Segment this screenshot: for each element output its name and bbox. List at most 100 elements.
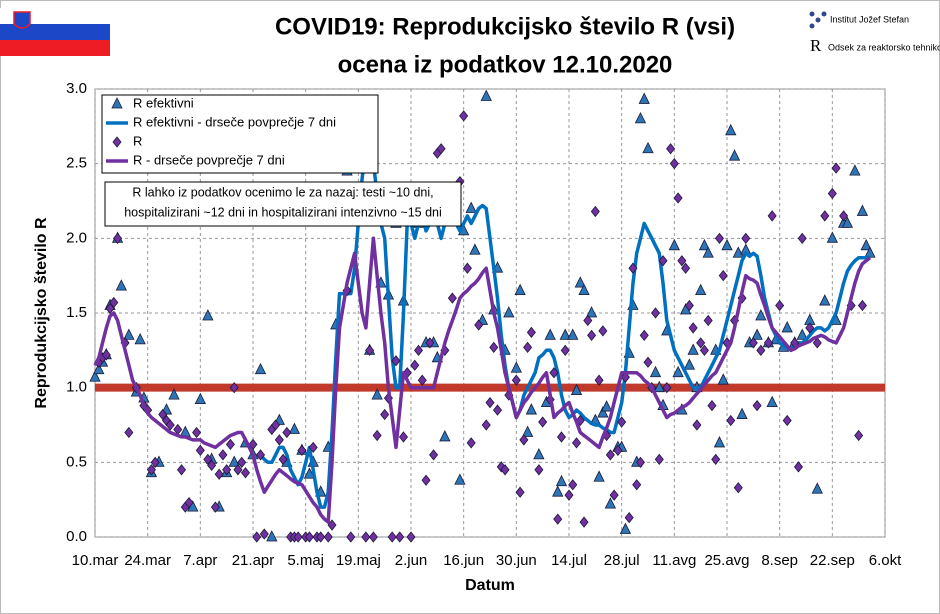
x-tick-label: 2.jun <box>395 552 428 569</box>
logo-text: Institut Jožef Stefan <box>830 14 909 24</box>
diamond-marker <box>278 453 288 465</box>
triangle-marker <box>533 447 545 460</box>
diamond-marker <box>839 210 849 222</box>
triangle-marker <box>570 383 583 396</box>
diamond-marker <box>733 482 743 494</box>
triangle-marker <box>619 522 632 534</box>
diamond-marker <box>105 302 115 315</box>
triangle-marker <box>89 370 101 382</box>
diamond-marker <box>462 262 472 274</box>
diamond-marker <box>146 464 156 476</box>
diamond-marker <box>805 322 815 334</box>
diamond-marker <box>256 449 266 461</box>
y-tick-label: 0.5 <box>66 453 87 470</box>
flag-red <box>0 40 110 56</box>
x-tick-label: 7.apr <box>183 552 217 569</box>
diamond-marker <box>666 143 676 155</box>
diamond-marker <box>688 322 698 334</box>
diamond-marker <box>304 531 314 543</box>
diamond-marker <box>414 344 424 356</box>
diamond-marker <box>587 329 597 342</box>
triangle-marker <box>93 362 105 375</box>
diamond-marker <box>271 419 281 431</box>
x-tick-label: 6.okt <box>869 552 902 569</box>
diamond-marker <box>380 408 390 421</box>
x-tick-label: 30.jun <box>496 552 537 569</box>
diamond-marker <box>297 444 307 457</box>
triangle-marker <box>525 403 538 415</box>
diamond-marker <box>203 453 213 465</box>
diamond-marker <box>707 399 717 412</box>
series-line <box>93 236 872 524</box>
diamond-marker <box>410 359 420 371</box>
diamond-marker <box>553 513 563 525</box>
triangle-marker <box>266 530 278 542</box>
diamond-marker <box>425 337 435 349</box>
diamond-marker <box>651 307 661 319</box>
triangle-marker <box>672 365 684 378</box>
diamond-marker <box>534 464 544 476</box>
x-tick-label: 19.maj <box>336 552 381 569</box>
diamond-marker <box>628 262 638 274</box>
chart-subtitle: ocena iz podatkov 12.10.2020 <box>338 51 673 78</box>
triangle-marker <box>683 358 696 370</box>
y-tick-label: 0.0 <box>66 528 87 545</box>
diamond-marker <box>406 531 416 543</box>
triangle-marker <box>604 497 617 509</box>
triangle-marker <box>593 470 605 482</box>
triangle-marker <box>288 422 301 434</box>
diamond-marker <box>229 382 239 394</box>
diamond-marker <box>677 255 687 267</box>
x-tick-label: 28.jul <box>604 552 640 569</box>
triangle-marker <box>819 294 831 306</box>
triangle-marker <box>634 111 647 124</box>
triangle-marker <box>695 283 707 295</box>
diamond-marker <box>124 426 134 439</box>
triangle-marker <box>521 425 534 437</box>
diamond-marker <box>526 326 536 339</box>
diamond-marker <box>609 489 619 501</box>
triangle-marker <box>168 388 180 400</box>
triangle-marker <box>228 455 240 467</box>
diamond-marker <box>192 426 202 439</box>
x-tick-label: 14.jul <box>551 552 587 569</box>
legend-label: R - drseče povprečje 7 dni <box>133 152 285 167</box>
triangle-marker <box>642 141 654 154</box>
diamond-marker <box>372 429 382 442</box>
diamond-marker <box>459 110 469 122</box>
diamond-marker <box>594 374 604 386</box>
diamond-marker <box>756 344 766 356</box>
diamond-marker <box>556 431 566 443</box>
x-tick-label: 22.sep <box>810 552 855 569</box>
diamond-marker <box>485 396 495 409</box>
triangle-marker <box>713 436 726 448</box>
diamond-marker <box>752 399 762 412</box>
diamond-marker <box>632 479 642 491</box>
diamond-marker <box>598 325 608 337</box>
x-tick-label: 10.mar <box>72 552 119 569</box>
logo-dot <box>809 11 815 17</box>
diamond-marker <box>669 158 679 170</box>
triangle-marker <box>721 238 733 251</box>
diamond-marker <box>417 374 427 386</box>
triangle-marker <box>687 343 699 355</box>
diamond-marker <box>617 416 627 428</box>
diamond-marker <box>624 511 634 524</box>
diamond-marker <box>282 426 292 439</box>
diamond-marker <box>568 479 578 491</box>
diamond-marker <box>699 344 709 356</box>
triangle-marker <box>439 430 451 442</box>
diamond-marker <box>222 464 232 476</box>
diamond-marker <box>590 205 600 218</box>
triangle-marker <box>578 283 590 295</box>
diamond-marker <box>748 337 758 349</box>
y-tick-label: 1.5 <box>66 304 87 321</box>
diamond-marker <box>515 486 525 498</box>
triangle-marker <box>698 238 711 251</box>
diamond-marker <box>346 531 356 543</box>
legend: R efektivni R efektivni - drseče povprečj… <box>101 94 379 174</box>
triangle-marker <box>826 231 838 243</box>
legend-box <box>101 94 379 174</box>
triangle-marker <box>194 392 206 405</box>
logo-text: Odsek za reaktorsko tehniko <box>828 42 940 52</box>
